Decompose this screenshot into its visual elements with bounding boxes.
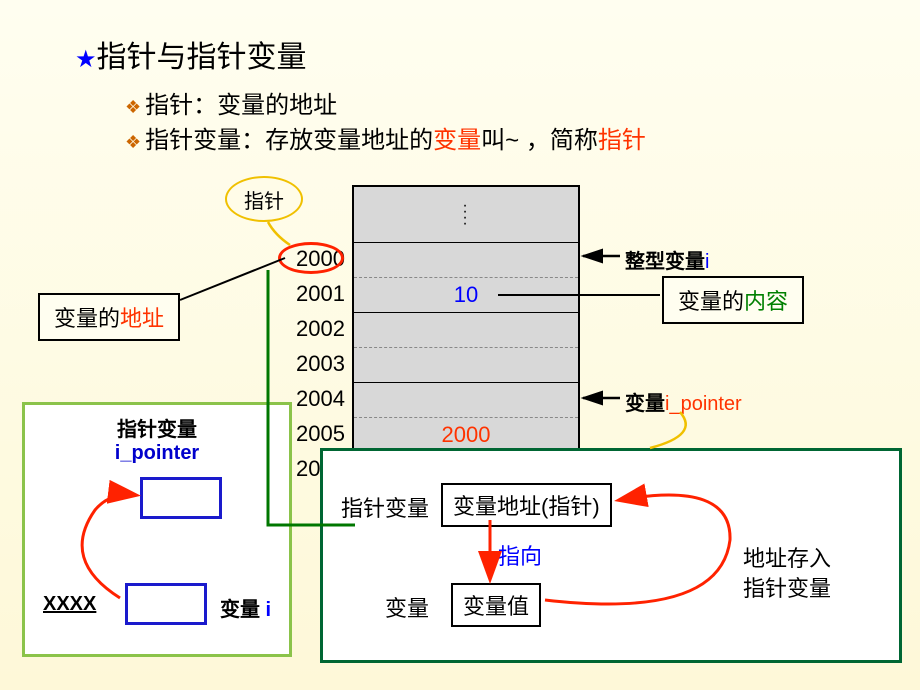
addr-2004: 2004 [285,386,345,412]
rp-var: 变量 [385,591,429,623]
value-2000: 2000 [442,422,491,448]
value-10: 10 [454,282,478,308]
rp-ptr-var: 指针变量 [341,491,429,523]
var-ipointer-pre: 变量 [625,393,665,415]
pointer-label-circle: 指针 [225,176,303,222]
mem-row-2000 [354,242,578,277]
var-address-box: 变量的地址 [38,293,180,341]
star-bullet: ★ [75,46,97,73]
lp-box-top [140,477,222,519]
rp-store1: 地址存入 [743,541,831,573]
b2-mid: 叫~ ，简称 [481,127,598,154]
lp-xxxx: XXXX [43,593,96,616]
bullet-1: ❖指针：变量的地址 [125,85,337,120]
pointer-label-text: 指针 [244,185,284,214]
rp-store2: 指针变量 [743,571,831,603]
var-content-pre: 变量的 [678,289,744,314]
right-panel: 指针变量 变量地址(指针) 指向 变量 变量值 地址存入 指针变量 [320,448,902,663]
rp-var-value-box: 变量值 [451,583,541,627]
bullet-1-text: 指针：变量的地址 [145,92,337,119]
mem-row-2003 [354,347,578,382]
var-content-hl: 内容 [744,289,788,314]
b2-ptr: 指针 [598,127,646,154]
var-addr-pre: 变量的 [54,306,120,331]
addr-2001: 2001 [285,281,345,307]
mem-row-value-2000: 2000 [354,417,578,452]
lp-sub: i_pointer [25,442,289,465]
int-var-text: 整型变量 [625,251,705,273]
rp-point-to: 指向 [498,539,542,571]
addr-2003: 2003 [285,351,345,377]
var-ipointer-label: 变量i_pointer [625,387,742,416]
mem-row-value-10: 10 [354,277,578,312]
mem-row-top: ···· [354,187,578,242]
lp-box-bottom [125,583,207,625]
memory-table: ···· 10 2000 [352,185,580,489]
page-title: ★指针与指针变量 [75,32,307,76]
var-content-box: 变量的内容 [662,276,804,324]
int-var-i-label: 整型变量i [625,245,709,274]
b2-pre: 指针变量：存放变量地址的 [145,127,433,154]
addr-2005: 2005 [285,421,345,447]
mem-row-2002 [354,312,578,347]
addr-2002: 2002 [285,316,345,342]
int-var-i: i [705,251,709,273]
diamond-bullet-2: ❖ [125,132,141,152]
lp-title: 指针变量 [25,413,289,442]
lp-var-i-i: i [260,599,271,621]
b2-var: 变量 [433,127,481,154]
vdots-icon: ···· [462,203,469,227]
var-ipointer: i_pointer [665,393,742,415]
bullet-2: ❖指针变量：存放变量地址的变量叫~ ，简称指针 [125,120,646,155]
red-circle-annotation [278,242,344,274]
lp-var-i-pre: 变量 [220,599,260,621]
left-panel: 指针变量 i_pointer XXXX 变量 i [22,402,292,657]
rp-var-addr-box: 变量地址(指针) [441,483,612,527]
lp-var-i: 变量 i [220,593,271,622]
var-addr-hl: 地址 [120,306,164,331]
mem-row-2004 [354,382,578,417]
diamond-bullet-1: ❖ [125,97,141,117]
title-text: 指针与指针变量 [97,41,307,74]
